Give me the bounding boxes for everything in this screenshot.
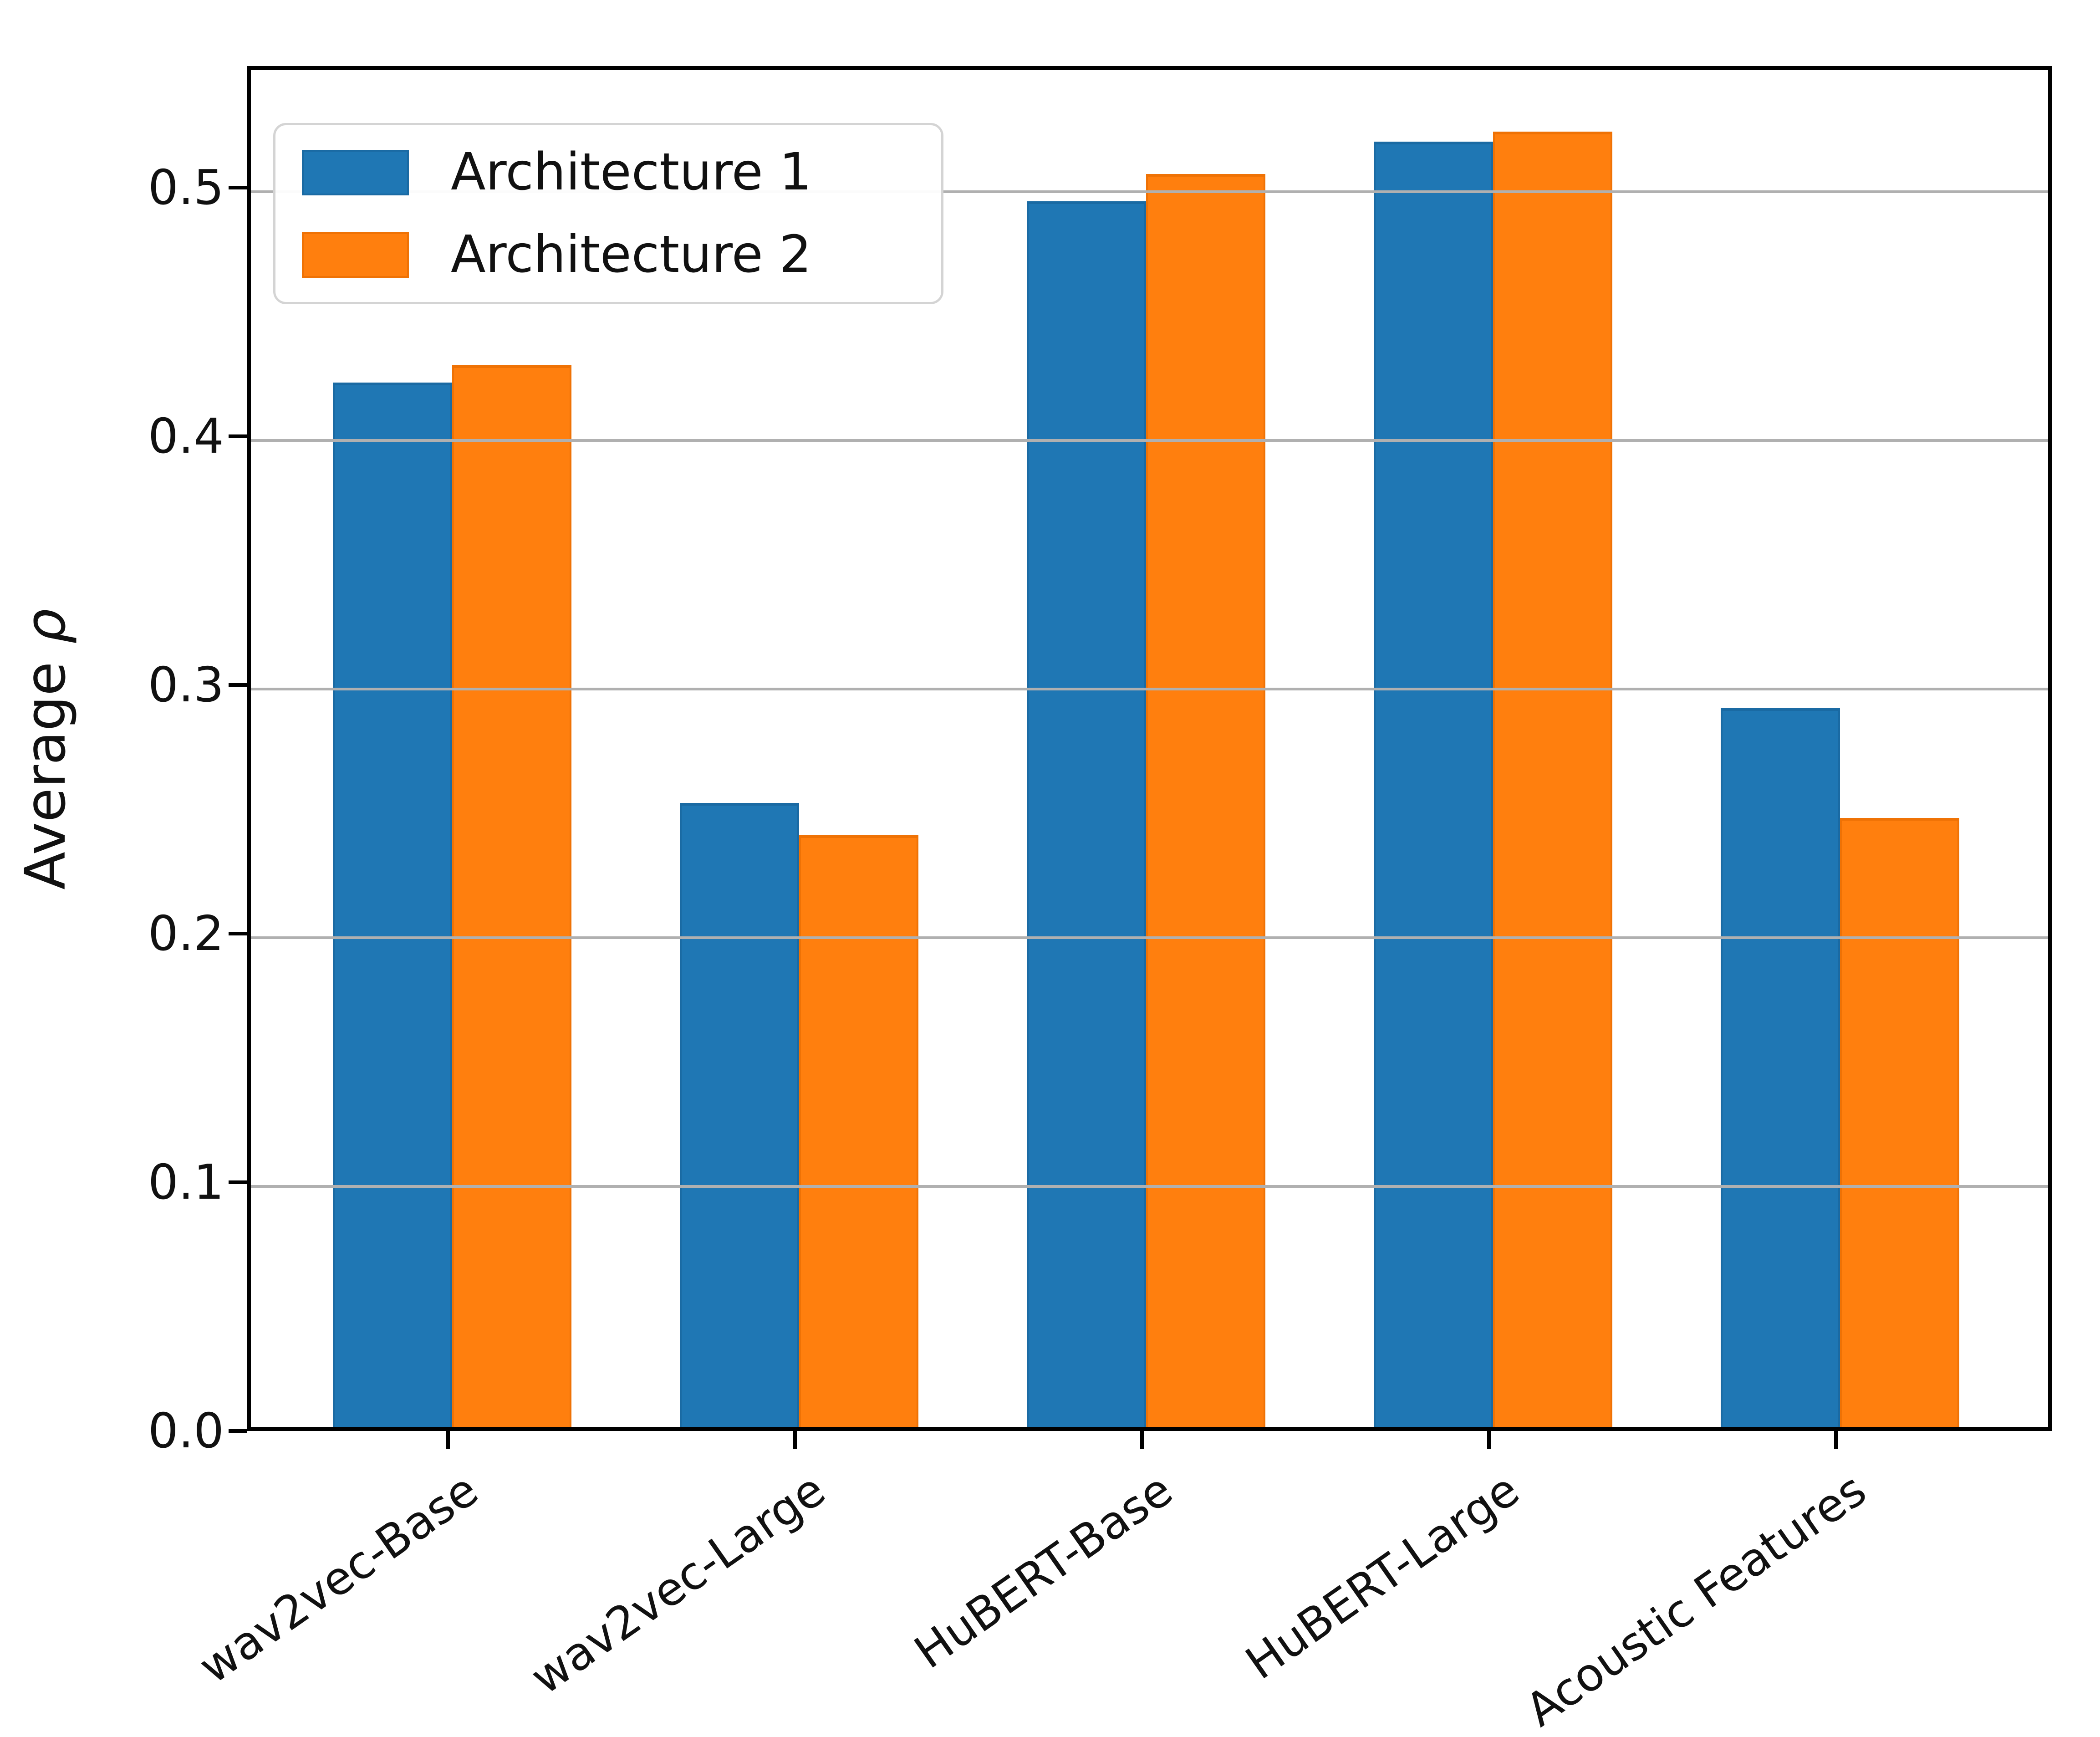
legend-swatch-architecture-1 bbox=[302, 149, 409, 195]
y-tick-label-0.0: 0.0 bbox=[148, 1403, 224, 1459]
bar-architecture-1-acoustic-features bbox=[1721, 708, 1840, 1427]
x-tick-mark-hubert-base bbox=[1140, 1431, 1144, 1449]
y-tick-label-0.4: 0.4 bbox=[148, 409, 224, 464]
bar-architecture-1-wav2vec-base bbox=[333, 383, 452, 1427]
y-axis-label: Average ρ bbox=[13, 608, 78, 889]
legend-label-architecture-1: Architecture 1 bbox=[451, 143, 812, 202]
bar-architecture-2-wav2vec-base bbox=[452, 365, 571, 1427]
x-tick-mark-hubert-large bbox=[1487, 1431, 1491, 1449]
plot-area bbox=[247, 66, 2052, 1431]
legend-swatch-architecture-2 bbox=[302, 232, 409, 278]
bar-architecture-1-hubert-large bbox=[1374, 142, 1493, 1427]
legend-item-architecture-1: Architecture 1 bbox=[302, 144, 914, 200]
y-tick-label-0.2: 0.2 bbox=[148, 906, 224, 961]
y-tick-mark-0.4 bbox=[229, 434, 247, 438]
y-tick-mark-0.2 bbox=[229, 932, 247, 935]
gridline-0.1 bbox=[251, 1185, 2048, 1188]
y-tick-mark-0.0 bbox=[229, 1429, 247, 1433]
bar-architecture-2-acoustic-features bbox=[1840, 818, 1959, 1427]
rho-symbol: ρ bbox=[13, 608, 78, 644]
y-tick-mark-0.3 bbox=[229, 683, 247, 687]
x-tick-mark-wav2vec-base bbox=[446, 1431, 450, 1449]
y-tick-label-0.5: 0.5 bbox=[148, 160, 224, 215]
gridline-0.5 bbox=[251, 190, 2048, 193]
x-tick-label-hubert-base: HuBERT-Base bbox=[904, 1463, 1182, 1679]
x-tick-label-wav2vec-large: wav2vec-Large bbox=[521, 1463, 835, 1705]
bar-architecture-1-wav2vec-large bbox=[680, 803, 799, 1427]
gridline-0.2 bbox=[251, 936, 2048, 939]
bar-architecture-2-wav2vec-large bbox=[799, 835, 918, 1427]
x-tick-mark-acoustic-features bbox=[1834, 1431, 1838, 1449]
plot-inner bbox=[251, 70, 2048, 1427]
x-tick-label-wav2vec-base: wav2vec-Base bbox=[189, 1463, 488, 1694]
y-tick-label-0.3: 0.3 bbox=[148, 657, 224, 713]
legend: Architecture 1 Architecture 2 bbox=[273, 123, 943, 305]
legend-label-architecture-2: Architecture 2 bbox=[451, 225, 812, 285]
bar-architecture-2-hubert-large bbox=[1493, 132, 1612, 1427]
y-tick-mark-0.5 bbox=[229, 186, 247, 189]
gridline-0.3 bbox=[251, 688, 2048, 690]
gridline-0.4 bbox=[251, 439, 2048, 442]
x-tick-mark-wav2vec-large bbox=[793, 1431, 797, 1449]
x-tick-label-acoustic-features: Acoustic Features bbox=[1516, 1463, 1876, 1737]
y-tick-label-0.1: 0.1 bbox=[148, 1155, 224, 1210]
y-tick-mark-0.1 bbox=[229, 1180, 247, 1184]
x-tick-label-hubert-large: HuBERT-Large bbox=[1236, 1463, 1529, 1690]
legend-item-architecture-2: Architecture 2 bbox=[302, 225, 914, 285]
bar-architecture-2-hubert-base bbox=[1146, 174, 1265, 1427]
bar-architecture-1-hubert-base bbox=[1027, 201, 1146, 1427]
